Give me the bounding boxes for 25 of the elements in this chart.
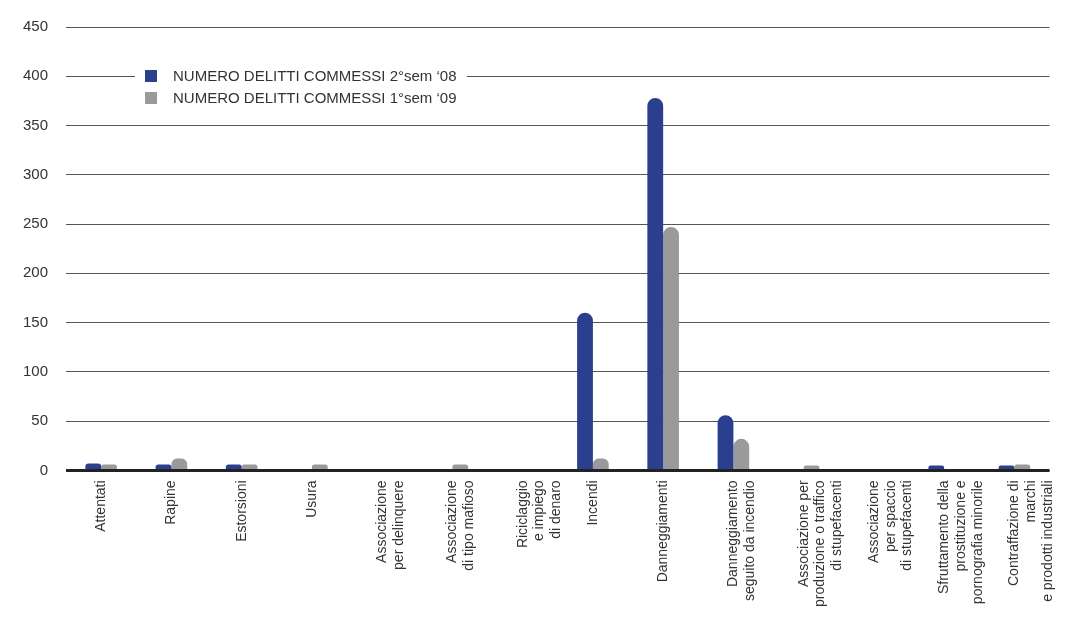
bar: [733, 438, 750, 470]
x-tick-label: Rapine: [162, 480, 179, 525]
x-tick-label: Danneggiamenti: [654, 480, 671, 583]
y-tick-label: 150: [23, 312, 49, 330]
bar: [663, 227, 679, 470]
bar: [577, 312, 593, 470]
x-tick-label: Attentati: [92, 480, 109, 532]
y-tick-label: 350: [23, 115, 49, 133]
y-tick-label: 450: [23, 17, 49, 35]
x-tick-label: Associazione per delinquere: [373, 480, 406, 570]
y-tick-label: 250: [23, 214, 49, 232]
bar: [717, 415, 734, 470]
x-tick-label: Estorsioni: [232, 480, 249, 542]
y-tick-label: 100: [23, 362, 49, 380]
y-tick-label: 50: [31, 411, 49, 429]
legend-label: NUMERO DELITTI COMMESSI 1°sem ‘09: [173, 89, 457, 106]
x-tick-label: Usura: [302, 480, 319, 518]
y-tick-label: 300: [23, 164, 49, 182]
y-tick-label: 200: [23, 263, 49, 281]
y-tick-label: 0: [39, 460, 49, 478]
x-tick-label: Incendi: [583, 480, 600, 526]
x-tick-label: Danneggiamento seguito da incendio: [724, 480, 758, 602]
bar: [647, 97, 664, 470]
y-tick-label: 400: [23, 66, 49, 84]
legend-label: NUMERO DELITTI COMMESSI 2°sem ‘08: [173, 67, 457, 84]
